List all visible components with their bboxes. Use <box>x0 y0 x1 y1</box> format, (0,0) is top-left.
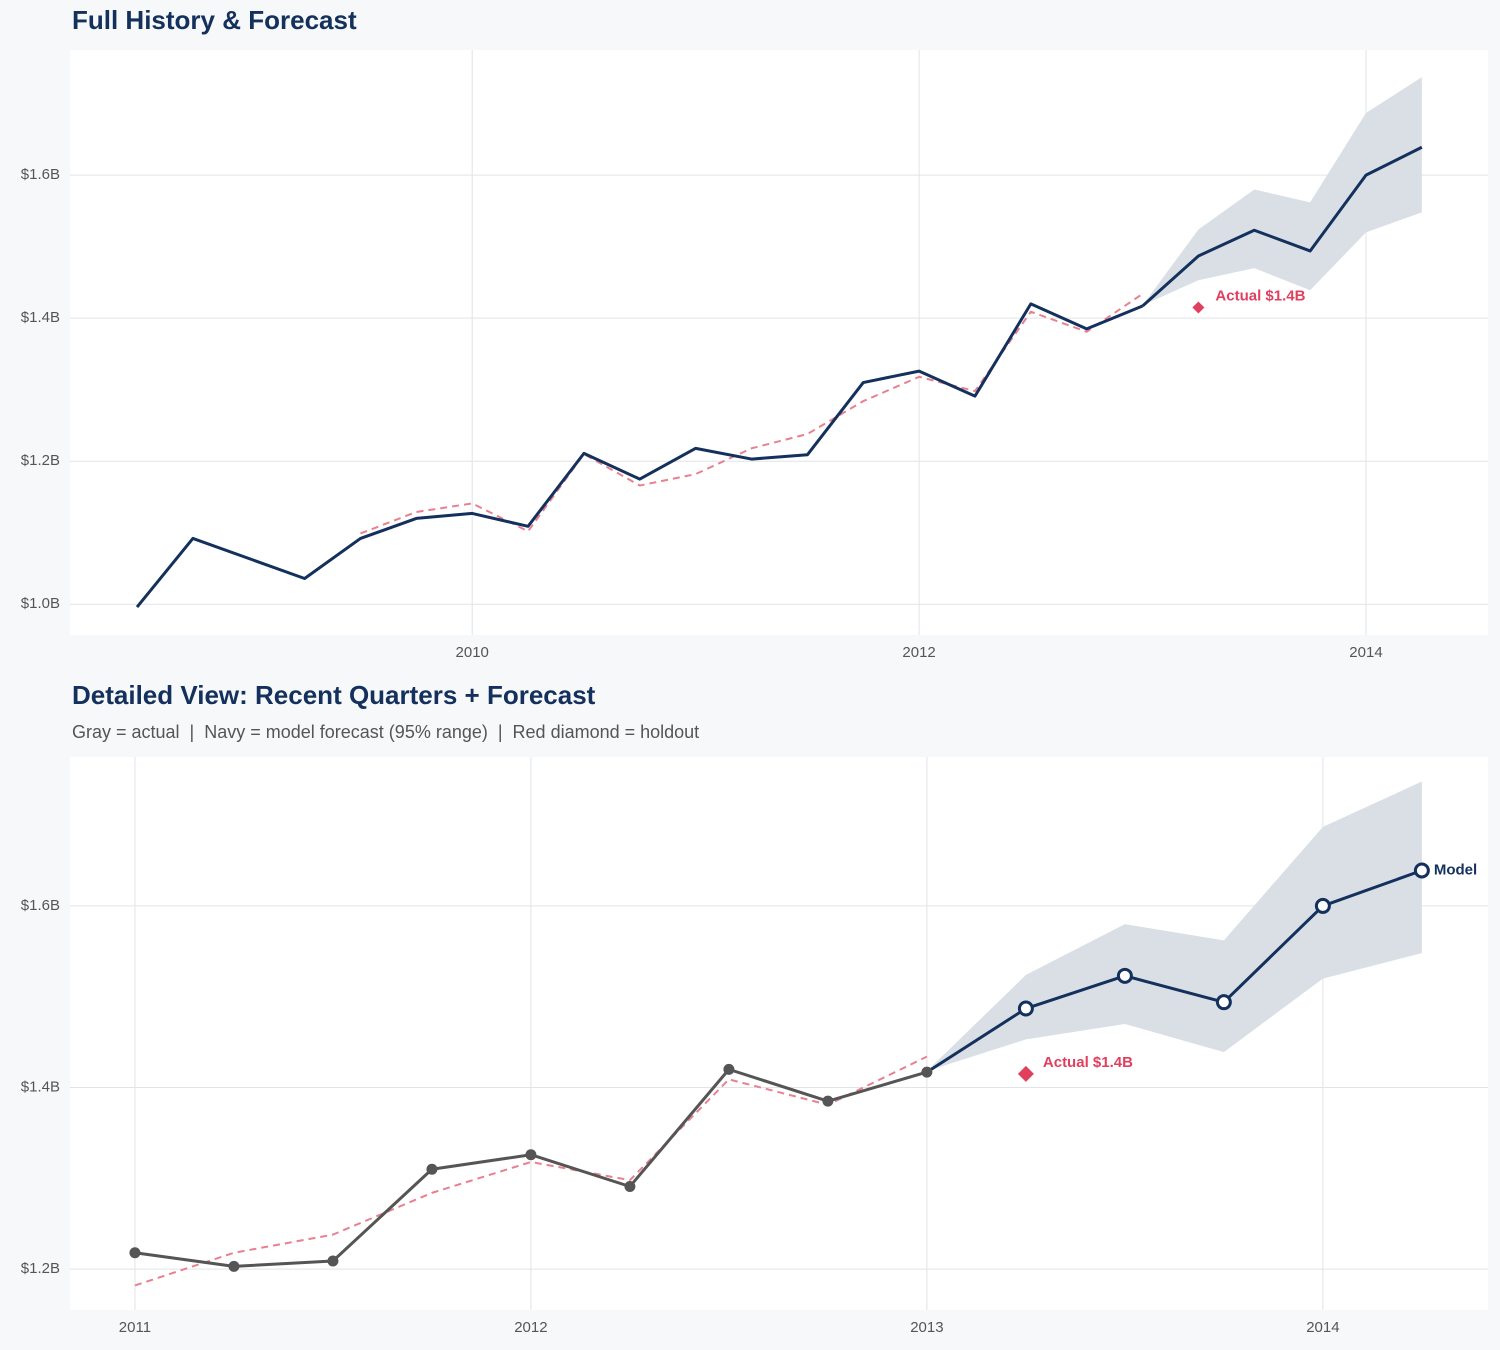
y-tick-label: $1.4B <box>21 1078 60 1095</box>
x-tick-label: 2014 <box>1306 1319 1339 1336</box>
x-tick-label: 2013 <box>910 1319 943 1336</box>
x-tick-label: 2011 <box>119 1319 151 1336</box>
data-point <box>426 1163 438 1175</box>
series-line <box>926 869 1423 1074</box>
y-tick-label: $1.6B <box>21 897 60 914</box>
y-tick-label: $1.2B <box>21 1260 60 1277</box>
data-point <box>1413 862 1430 879</box>
x-tick-label: 2010 <box>456 644 489 661</box>
forecast-band <box>926 781 1422 1072</box>
series-line <box>360 293 1144 535</box>
data-point <box>624 1181 636 1193</box>
chart-title: Detailed View: Recent Quarters + Forecas… <box>72 680 596 710</box>
plot-area <box>70 757 1488 1310</box>
data-point <box>327 1255 339 1267</box>
y-tick-label: $1.6B <box>21 166 60 183</box>
holdout-label: Actual $1.4B <box>1215 287 1305 304</box>
data-point <box>723 1063 735 1075</box>
x-tick-label: 2012 <box>514 1319 547 1336</box>
holdout-marker <box>1192 301 1205 314</box>
series-line <box>134 1055 928 1287</box>
data-point <box>921 1066 933 1078</box>
data-point <box>228 1260 240 1272</box>
data-point <box>1116 967 1133 984</box>
holdout-marker <box>1017 1065 1034 1082</box>
plot-area <box>70 50 1488 635</box>
series-line <box>135 302 1144 609</box>
data-point <box>1017 1000 1034 1017</box>
chart-title: Full History & Forecast <box>72 5 357 35</box>
series-end-label: Model <box>1434 861 1477 878</box>
data-point <box>1314 897 1331 914</box>
x-tick-label: 2012 <box>902 644 935 661</box>
holdout-label: Actual $1.4B <box>1043 1054 1133 1071</box>
y-tick-label: $1.4B <box>21 309 60 326</box>
data-point <box>1215 994 1232 1011</box>
y-tick-label: $1.2B <box>21 452 60 469</box>
x-tick-label: 2014 <box>1349 644 1382 661</box>
chart-subtitle: Gray = actual | Navy = model forecast (9… <box>72 722 699 742</box>
y-tick-label: $1.0B <box>21 595 60 612</box>
data-point <box>822 1095 834 1107</box>
data-point <box>129 1247 141 1259</box>
data-point <box>525 1149 537 1161</box>
series-line <box>1141 145 1423 308</box>
